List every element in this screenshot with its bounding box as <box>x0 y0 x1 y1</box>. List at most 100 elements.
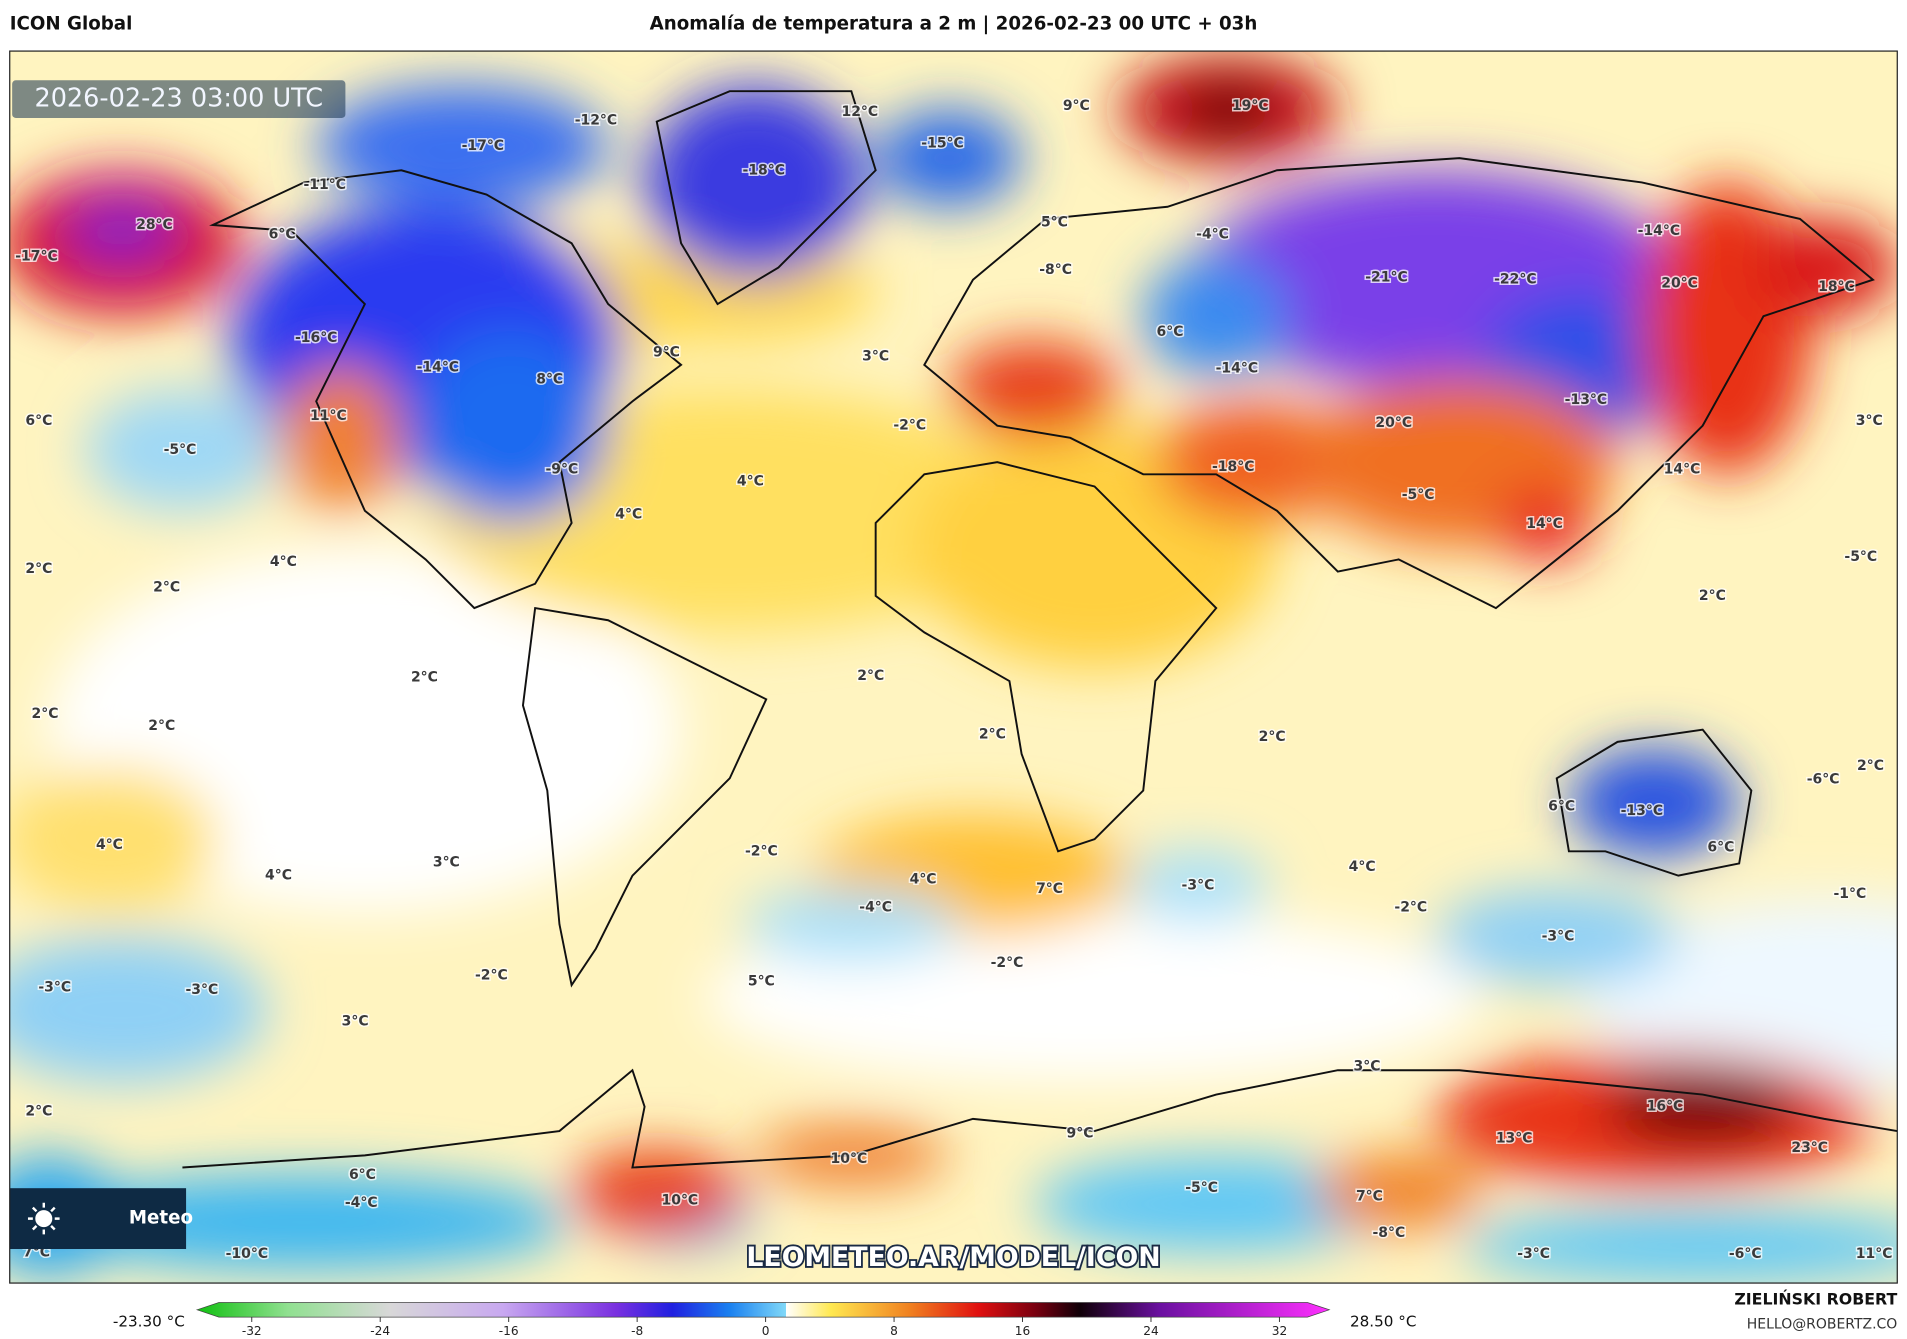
map-label: 9°C <box>1067 1125 1094 1141</box>
anomaly-patch <box>1495 487 1594 561</box>
map-label: 4°C <box>1349 859 1376 875</box>
map-label: 2°C <box>32 706 59 722</box>
map-label: 2°C <box>148 718 175 734</box>
map-label: 4°C <box>615 506 642 522</box>
anomaly-patch <box>60 194 183 268</box>
map-labels: 19°C -18°C -15°C 12°C 9°C -12°C -17°C -11°C 28°C… <box>14 96 1894 1263</box>
model-name: ICON Global <box>10 13 133 34</box>
map-label: -4°C <box>345 1195 378 1211</box>
map-label: -10°C <box>226 1246 268 1262</box>
map-label: 2°C <box>979 727 1006 743</box>
anomaly-patch <box>85 389 280 511</box>
anomaly-patch <box>1143 255 1290 378</box>
colorbar-tick-label: 24 <box>1143 1324 1159 1338</box>
anomaly-patch <box>741 887 961 961</box>
map-label: 6°C <box>1548 798 1575 814</box>
map-label: 6°C <box>349 1167 376 1183</box>
map-label: 23°C <box>1791 1140 1828 1156</box>
colorbar-bar <box>195 1302 1331 1318</box>
map-label: -5°C <box>1844 549 1877 565</box>
map-label: 3°C <box>862 348 889 364</box>
anomaly-patch <box>948 340 1119 438</box>
map-label: -5°C <box>1402 487 1435 503</box>
map-label: 2°C <box>153 579 180 595</box>
map-label: -3°C <box>1542 928 1575 944</box>
map-label: -14°C <box>1216 360 1258 376</box>
map-label: 4°C <box>737 474 764 490</box>
map-label: 10°C <box>662 1192 699 1208</box>
map-label: -8°C <box>1373 1225 1406 1241</box>
watermark: LEOMETEO.AR/MODEL/ICON <box>746 1242 1160 1273</box>
map-label: 16°C <box>1647 1099 1684 1115</box>
map-label: -21°C <box>1365 269 1407 285</box>
anomaly-field <box>9 54 1898 1284</box>
map-label: 2°C <box>1699 588 1726 604</box>
map-label: 14°C <box>1664 461 1701 477</box>
map-label: -15°C <box>921 136 963 152</box>
map-label: -9°C <box>546 461 579 477</box>
map-label: 8°C <box>536 371 563 387</box>
anomaly-patch <box>1751 218 1898 317</box>
anomaly-patch <box>9 766 219 913</box>
colorbar-tick-label: 8 <box>890 1324 898 1338</box>
map-label: -4°C <box>859 899 892 915</box>
anomaly-patch <box>1313 1155 1484 1229</box>
colorbar-tick-label: 0 <box>762 1324 770 1338</box>
anomaly-patch <box>316 85 609 207</box>
colorbar-tick-label: -8 <box>631 1324 643 1338</box>
map-label: 9°C <box>653 345 680 361</box>
map-label: 12°C <box>842 104 879 120</box>
anomaly-patch <box>1124 848 1271 922</box>
map-label: 20°C <box>1661 275 1698 291</box>
map-label: -13°C <box>1621 803 1663 819</box>
map-label: 6°C <box>269 227 296 243</box>
anomaly-patch <box>571 1149 742 1235</box>
map: 19°C -18°C -15°C 12°C 9°C -12°C -17°C -11°C 28°C… <box>9 51 1898 1284</box>
map-label: -16°C <box>295 330 337 346</box>
map-label: -12°C <box>575 112 617 128</box>
map-label: -4°C <box>1196 227 1229 243</box>
map-label: 5°C <box>1041 215 1068 231</box>
colorbar-tick-label: -32 <box>242 1324 262 1338</box>
map-label: -17°C <box>15 249 57 265</box>
map-label: -11°C <box>303 177 345 193</box>
anomaly-patch <box>1459 1210 1898 1284</box>
map-label: 11°C <box>310 408 347 424</box>
map-label: 7°C <box>1356 1189 1383 1205</box>
map-label: 4°C <box>96 837 123 853</box>
map-label: 2°C <box>25 561 52 577</box>
colorbar-tick-label: 32 <box>1272 1324 1287 1338</box>
map-label: -14°C <box>1638 223 1680 239</box>
colorbar-tick-label: -24 <box>370 1324 390 1338</box>
map-label: 2°C <box>25 1104 52 1120</box>
map-label: -3°C <box>1517 1246 1550 1262</box>
badge-text: Meteo <box>129 1208 193 1229</box>
timestamp-box <box>12 80 346 118</box>
map-label: -2°C <box>475 967 508 983</box>
anomaly-patch <box>9 936 268 1083</box>
map-label: -14°C <box>417 359 459 375</box>
map-label: -6°C <box>1807 772 1840 788</box>
map-label: 6°C <box>25 413 52 429</box>
map-label: -3°C <box>186 982 219 998</box>
colorbar: -32 -24 -16 -8 0 8 16 24 32 <box>195 1302 1331 1338</box>
map-label: 11°C <box>1856 1246 1893 1262</box>
map-label: 20°C <box>1375 415 1412 431</box>
map-label: -1°C <box>1833 886 1866 902</box>
map-label: -18°C <box>743 162 785 178</box>
author: ZIELIŃSKI ROBERT <box>1734 1290 1897 1309</box>
colorbar-tick-label: -16 <box>499 1324 519 1338</box>
map-label: -8°C <box>1039 262 1072 278</box>
map-label: 4°C <box>910 871 937 887</box>
colorbar-tick-label: 16 <box>1015 1324 1030 1338</box>
anomaly-patch <box>875 109 1022 207</box>
anomaly-patch <box>644 85 864 280</box>
map-label: -2°C <box>1394 899 1427 915</box>
anomaly-patch <box>1605 1070 1800 1144</box>
map-label: 6°C <box>1156 324 1183 340</box>
map-label: -3°C <box>1182 877 1215 893</box>
anomaly-patch <box>1179 87 1278 132</box>
anomaly-patch <box>1155 401 1350 523</box>
map-label: -3°C <box>38 980 71 996</box>
map-label: -5°C <box>1185 1180 1218 1196</box>
